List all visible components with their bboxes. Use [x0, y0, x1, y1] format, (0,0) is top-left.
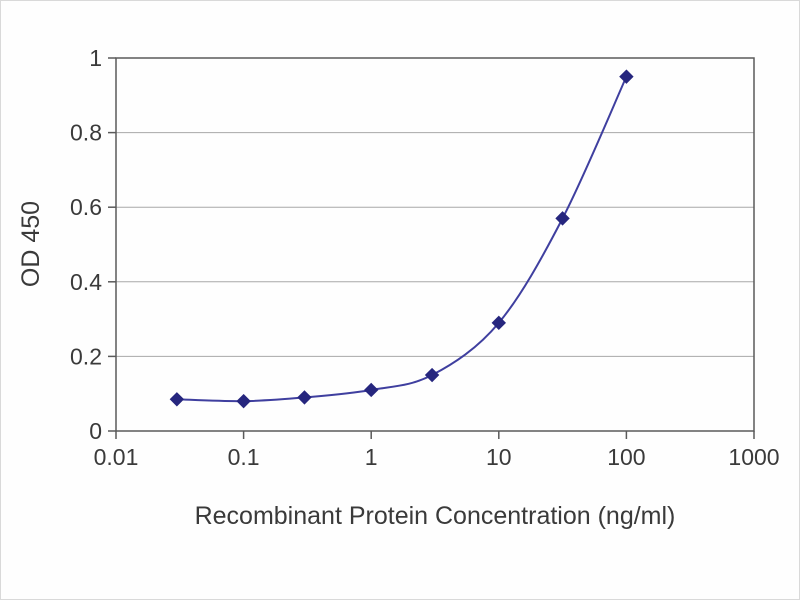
- axis-ticks: [108, 57, 755, 439]
- svg-text:0.1: 0.1: [228, 444, 260, 470]
- svg-text:10: 10: [486, 444, 512, 470]
- plot-frame: [115, 57, 755, 432]
- svg-text:0.01: 0.01: [94, 444, 139, 470]
- svg-text:0.2: 0.2: [70, 343, 102, 369]
- svg-text:0: 0: [89, 418, 102, 444]
- svg-text:1: 1: [89, 45, 102, 71]
- data-point-markers: [169, 69, 634, 409]
- svg-text:1: 1: [365, 444, 378, 470]
- x-axis-label: Recombinant Protein Concentration (ng/ml…: [195, 502, 676, 530]
- svg-text:0.4: 0.4: [70, 269, 102, 295]
- gridlines: [116, 132, 754, 357]
- svg-text:0.8: 0.8: [70, 120, 102, 146]
- svg-text:100: 100: [607, 444, 645, 470]
- y-axis-label: OD 450: [17, 201, 45, 287]
- svg-text:0.6: 0.6: [70, 194, 102, 220]
- data-series-line: [176, 76, 628, 403]
- tick-labels: 0 0.2 0.4 0.6 0.8 1 0.01 0.1 1 10 100 1000: [70, 45, 780, 470]
- svg-text:1000: 1000: [728, 444, 779, 470]
